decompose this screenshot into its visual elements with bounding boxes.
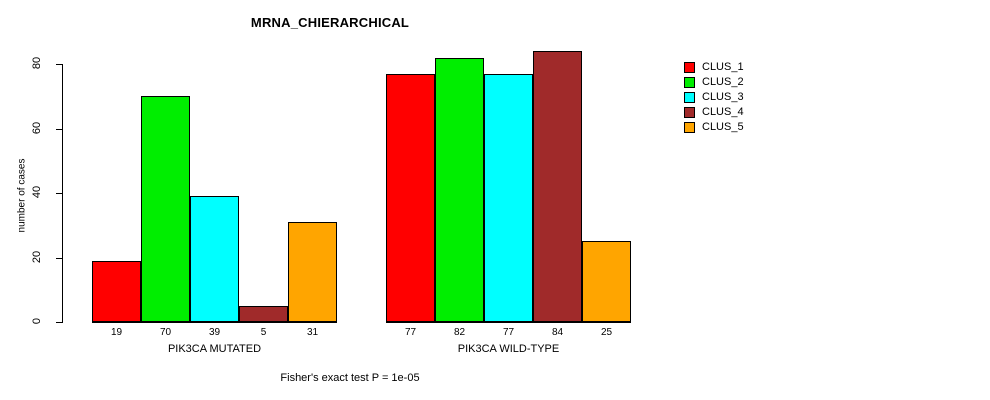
bar [582, 241, 631, 322]
bar-value-label: 82 [453, 327, 466, 338]
x-axis-baseline [92, 322, 337, 323]
bar-value-label: 5 [260, 327, 267, 338]
legend-item[interactable]: CLUS_5 [684, 120, 864, 134]
legend-swatch-icon [684, 76, 695, 88]
legend-item[interactable]: CLUS_4 [684, 105, 864, 119]
legend-item-label: CLUS_4 [702, 105, 744, 118]
bar [386, 73, 435, 322]
legend-swatch-icon [684, 91, 695, 103]
bar-value-label: 70 [159, 327, 172, 338]
legend-item[interactable]: CLUS_2 [684, 75, 864, 89]
bar [141, 96, 190, 322]
bar [190, 196, 239, 322]
y-tick-mark [56, 64, 62, 65]
x-axis-baseline [386, 322, 631, 323]
bar-value-label: 84 [551, 327, 564, 338]
legend-item-label: CLUS_3 [702, 90, 744, 103]
bar-value-label: 19 [110, 327, 123, 338]
bar [533, 51, 582, 322]
legend-swatch-icon [684, 121, 695, 133]
bar-value-label: 39 [208, 327, 221, 338]
bar-value-label: 25 [600, 327, 613, 338]
legend-item[interactable]: CLUS_1 [684, 60, 864, 74]
y-tick-mark [56, 322, 62, 323]
legend-item-label: CLUS_2 [702, 75, 744, 88]
legend-swatch-icon [684, 61, 695, 73]
bar-value-label: 77 [502, 327, 515, 338]
bar [239, 305, 288, 322]
bar-value-label: 77 [404, 327, 417, 338]
y-axis-line [62, 64, 63, 323]
y-tick-mark [56, 257, 62, 259]
bar [435, 57, 484, 322]
bar-value-label: 31 [306, 327, 319, 338]
legend-item[interactable]: CLUS_3 [684, 90, 864, 104]
y-tick-mark [56, 128, 62, 130]
bar [484, 73, 533, 322]
x-axis-group-label: PIK3CA MUTATED [167, 343, 262, 355]
footer-annotation: Fisher's exact test P = 1e-05 [0, 372, 990, 384]
legend-item-label: CLUS_5 [702, 120, 744, 133]
footer-annotation-text: Fisher's exact test P = 1e-05 [280, 372, 420, 384]
legend-swatch-icon [684, 106, 695, 118]
bar [92, 260, 141, 322]
legend-item-label: CLUS_1 [702, 60, 744, 73]
chart-title: MRNA_CHIERARCHICAL [250, 15, 410, 30]
x-axis-group-label: PIK3CA WILD-TYPE [457, 343, 560, 355]
legend: CLUS_1 CLUS_2 CLUS_3 CLUS_4 CLUS_5 [684, 60, 864, 135]
bar [288, 222, 337, 322]
y-tick-mark [56, 193, 62, 194]
bars-layer: 19 70 39 5 31 PIK3CA MUTATED 77 82 77 84 25 PIK3CA … [92, 51, 631, 355]
